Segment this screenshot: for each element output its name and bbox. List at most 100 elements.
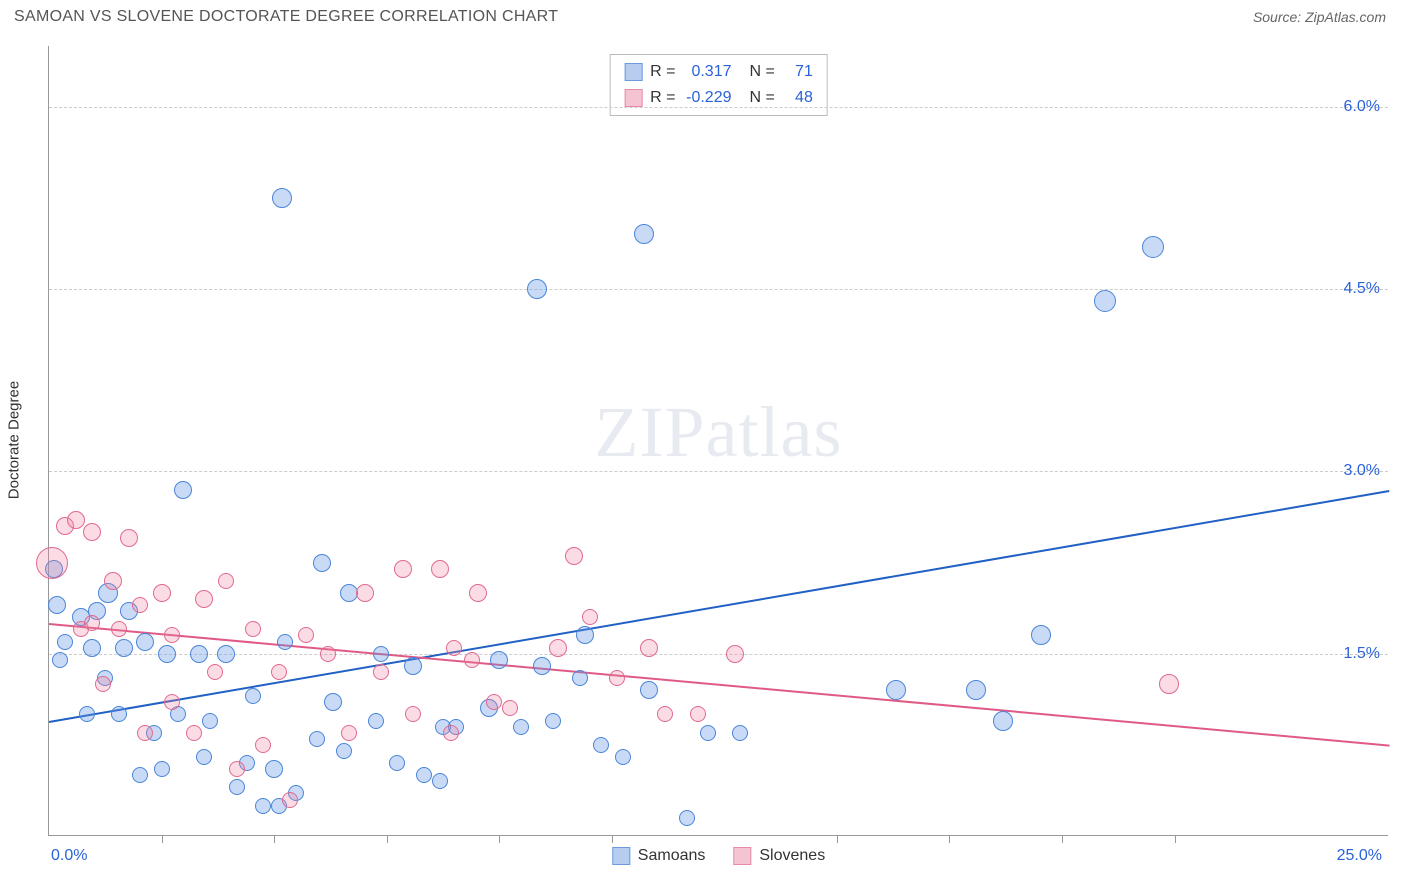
data-point (533, 657, 551, 675)
data-point (229, 779, 245, 795)
legend-row: R =0.317N =71 (624, 59, 813, 85)
legend-swatch (733, 847, 751, 865)
data-point (572, 670, 588, 686)
data-point (111, 621, 127, 637)
data-point (615, 749, 631, 765)
data-point (186, 725, 202, 741)
scatter-chart: ZIPatlas R =0.317N =71R =-0.229N =48 Sam… (48, 46, 1388, 836)
data-point (271, 664, 287, 680)
data-point (277, 634, 293, 650)
data-point (640, 639, 658, 657)
data-point (1094, 290, 1116, 312)
x-axis-max: 25.0% (1337, 847, 1382, 865)
y-tick-label: 6.0% (1344, 98, 1380, 116)
data-point (394, 560, 412, 578)
data-point (115, 639, 133, 657)
data-point (320, 646, 336, 662)
data-point (634, 224, 654, 244)
gridline (49, 654, 1388, 655)
legend-label: Samoans (638, 847, 706, 865)
y-tick-label: 3.0% (1344, 462, 1380, 480)
data-point (207, 664, 223, 680)
data-point (83, 639, 101, 657)
legend-item: Samoans (612, 847, 706, 865)
data-point (79, 706, 95, 722)
data-point (48, 596, 66, 614)
data-point (309, 731, 325, 747)
data-point (486, 694, 502, 710)
data-point (324, 693, 342, 711)
data-point (245, 688, 261, 704)
x-tick (612, 835, 613, 843)
data-point (217, 645, 235, 663)
data-point (174, 481, 192, 499)
data-point (265, 760, 283, 778)
data-point (84, 615, 100, 631)
x-tick (949, 835, 950, 843)
x-tick (499, 835, 500, 843)
data-point (104, 572, 122, 590)
data-point (565, 547, 583, 565)
data-point (513, 719, 529, 735)
data-point (336, 743, 352, 759)
data-point (469, 584, 487, 602)
data-point (416, 767, 432, 783)
data-point (373, 646, 389, 662)
data-point (609, 670, 625, 686)
data-point (1031, 625, 1051, 645)
legend-r-value: 0.317 (684, 59, 732, 85)
data-point (195, 590, 213, 608)
data-point (966, 680, 986, 700)
legend-label: Slovenes (759, 847, 825, 865)
data-point (153, 584, 171, 602)
data-point (527, 279, 547, 299)
data-point (404, 657, 422, 675)
x-tick (1062, 835, 1063, 843)
data-point (368, 713, 384, 729)
data-point (313, 554, 331, 572)
data-point (640, 681, 658, 699)
x-tick (387, 835, 388, 843)
data-point (164, 694, 180, 710)
trend-line (49, 623, 1389, 747)
data-point (190, 645, 208, 663)
data-point (432, 773, 448, 789)
series-legend: Samoans Slovenes (612, 847, 825, 865)
chart-source: Source: ZipAtlas.com (1253, 9, 1386, 25)
legend-n-label: N = (750, 59, 775, 85)
data-point (298, 627, 314, 643)
data-point (679, 810, 695, 826)
data-point (1142, 236, 1164, 258)
data-point (726, 645, 744, 663)
data-point (282, 792, 298, 808)
data-point (464, 652, 480, 668)
data-point (545, 713, 561, 729)
data-point (657, 706, 673, 722)
data-point (120, 529, 138, 547)
data-point (593, 737, 609, 753)
data-point (502, 700, 518, 716)
data-point (255, 737, 271, 753)
data-point (886, 680, 906, 700)
data-point (356, 584, 374, 602)
gridline (49, 471, 1388, 472)
y-axis-label: Doctorate Degree (6, 381, 23, 499)
data-point (158, 645, 176, 663)
y-tick-label: 4.5% (1344, 280, 1380, 298)
data-point (272, 188, 292, 208)
data-point (67, 511, 85, 529)
legend-item: Slovenes (733, 847, 825, 865)
data-point (136, 633, 154, 651)
data-point (576, 626, 594, 644)
data-point (132, 597, 148, 613)
data-point (83, 523, 101, 541)
data-point (732, 725, 748, 741)
legend-n-value: 71 (783, 59, 813, 85)
gridline (49, 107, 1388, 108)
x-tick (162, 835, 163, 843)
data-point (1159, 674, 1179, 694)
data-point (229, 761, 245, 777)
x-tick (1175, 835, 1176, 843)
data-point (95, 676, 111, 692)
data-point (431, 560, 449, 578)
